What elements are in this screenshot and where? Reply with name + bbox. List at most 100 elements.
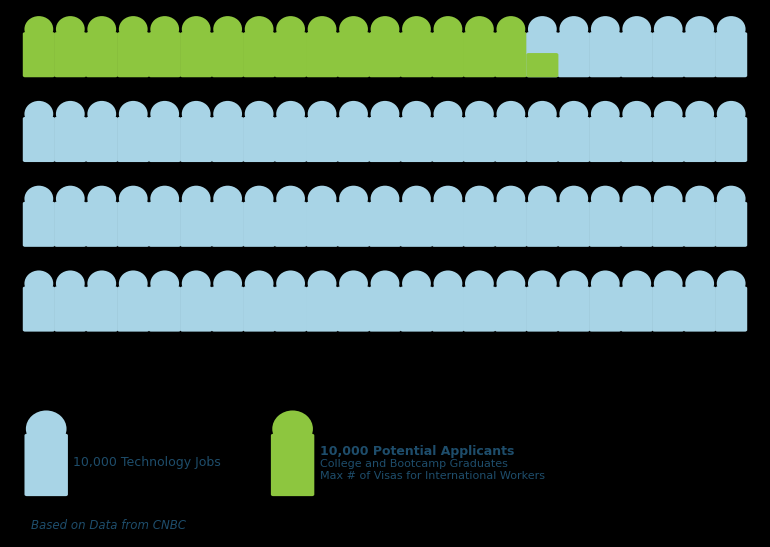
- Ellipse shape: [622, 101, 651, 127]
- Ellipse shape: [87, 16, 116, 42]
- Ellipse shape: [339, 185, 368, 212]
- FancyBboxPatch shape: [684, 287, 716, 331]
- Ellipse shape: [560, 185, 588, 212]
- Ellipse shape: [654, 270, 683, 296]
- FancyBboxPatch shape: [526, 117, 558, 162]
- Ellipse shape: [402, 185, 431, 212]
- Ellipse shape: [622, 16, 651, 42]
- FancyBboxPatch shape: [212, 202, 244, 247]
- FancyBboxPatch shape: [149, 287, 181, 331]
- FancyBboxPatch shape: [621, 117, 653, 162]
- FancyBboxPatch shape: [400, 287, 433, 331]
- FancyBboxPatch shape: [495, 287, 527, 331]
- FancyBboxPatch shape: [464, 117, 495, 162]
- Ellipse shape: [56, 270, 85, 296]
- FancyBboxPatch shape: [117, 202, 149, 247]
- Ellipse shape: [465, 185, 494, 212]
- Ellipse shape: [717, 16, 745, 42]
- Ellipse shape: [25, 185, 53, 212]
- Ellipse shape: [685, 270, 714, 296]
- FancyBboxPatch shape: [337, 117, 370, 162]
- FancyBboxPatch shape: [54, 202, 86, 247]
- Ellipse shape: [119, 16, 148, 42]
- FancyBboxPatch shape: [275, 32, 306, 77]
- FancyBboxPatch shape: [621, 32, 653, 77]
- Text: College and Bootcamp Graduates: College and Bootcamp Graduates: [320, 459, 507, 469]
- Ellipse shape: [654, 16, 683, 42]
- Ellipse shape: [465, 16, 494, 42]
- FancyBboxPatch shape: [369, 287, 401, 331]
- FancyBboxPatch shape: [652, 32, 685, 77]
- Ellipse shape: [308, 16, 336, 42]
- Ellipse shape: [465, 101, 494, 127]
- Ellipse shape: [339, 101, 368, 127]
- FancyBboxPatch shape: [180, 202, 213, 247]
- Ellipse shape: [402, 101, 431, 127]
- Ellipse shape: [182, 16, 210, 42]
- FancyBboxPatch shape: [400, 117, 433, 162]
- Ellipse shape: [245, 101, 273, 127]
- Ellipse shape: [528, 16, 557, 42]
- FancyBboxPatch shape: [180, 287, 213, 331]
- Ellipse shape: [308, 270, 336, 296]
- FancyBboxPatch shape: [400, 202, 433, 247]
- Ellipse shape: [213, 16, 242, 42]
- FancyBboxPatch shape: [85, 117, 118, 162]
- Ellipse shape: [465, 270, 494, 296]
- Text: 10,000 Technology Jobs: 10,000 Technology Jobs: [73, 456, 221, 469]
- Ellipse shape: [308, 185, 336, 212]
- FancyBboxPatch shape: [589, 32, 621, 77]
- Ellipse shape: [591, 270, 620, 296]
- Ellipse shape: [245, 270, 273, 296]
- FancyBboxPatch shape: [243, 117, 275, 162]
- FancyBboxPatch shape: [271, 434, 314, 496]
- Ellipse shape: [56, 185, 85, 212]
- FancyBboxPatch shape: [337, 287, 370, 331]
- Ellipse shape: [119, 270, 148, 296]
- Ellipse shape: [717, 270, 745, 296]
- FancyBboxPatch shape: [432, 32, 464, 77]
- FancyBboxPatch shape: [25, 434, 68, 496]
- Ellipse shape: [717, 101, 745, 127]
- FancyBboxPatch shape: [400, 32, 433, 77]
- FancyBboxPatch shape: [212, 32, 244, 77]
- FancyBboxPatch shape: [180, 117, 213, 162]
- Ellipse shape: [182, 270, 210, 296]
- Text: 10,000 Potential Applicants: 10,000 Potential Applicants: [320, 445, 514, 458]
- Ellipse shape: [276, 270, 305, 296]
- Ellipse shape: [591, 101, 620, 127]
- Ellipse shape: [528, 270, 557, 296]
- FancyBboxPatch shape: [275, 117, 306, 162]
- Ellipse shape: [497, 16, 525, 42]
- FancyBboxPatch shape: [495, 202, 527, 247]
- Ellipse shape: [497, 270, 525, 296]
- Ellipse shape: [717, 185, 745, 212]
- Text: Based on Data from CNBC: Based on Data from CNBC: [31, 519, 186, 532]
- Ellipse shape: [434, 270, 462, 296]
- Ellipse shape: [370, 270, 400, 296]
- Ellipse shape: [497, 185, 525, 212]
- FancyBboxPatch shape: [369, 202, 401, 247]
- FancyBboxPatch shape: [589, 287, 621, 331]
- Ellipse shape: [26, 410, 66, 447]
- FancyBboxPatch shape: [589, 202, 621, 247]
- Ellipse shape: [434, 185, 462, 212]
- Ellipse shape: [25, 16, 53, 42]
- FancyBboxPatch shape: [557, 32, 590, 77]
- Ellipse shape: [308, 101, 336, 127]
- Ellipse shape: [402, 16, 431, 42]
- Ellipse shape: [591, 16, 620, 42]
- FancyBboxPatch shape: [652, 287, 685, 331]
- Ellipse shape: [276, 185, 305, 212]
- FancyBboxPatch shape: [715, 202, 747, 247]
- Ellipse shape: [402, 270, 431, 296]
- FancyBboxPatch shape: [275, 202, 306, 247]
- Ellipse shape: [560, 101, 588, 127]
- FancyBboxPatch shape: [212, 117, 244, 162]
- Ellipse shape: [622, 270, 651, 296]
- FancyBboxPatch shape: [715, 32, 747, 77]
- Ellipse shape: [560, 16, 588, 42]
- Ellipse shape: [56, 101, 85, 127]
- Ellipse shape: [87, 270, 116, 296]
- FancyBboxPatch shape: [432, 287, 464, 331]
